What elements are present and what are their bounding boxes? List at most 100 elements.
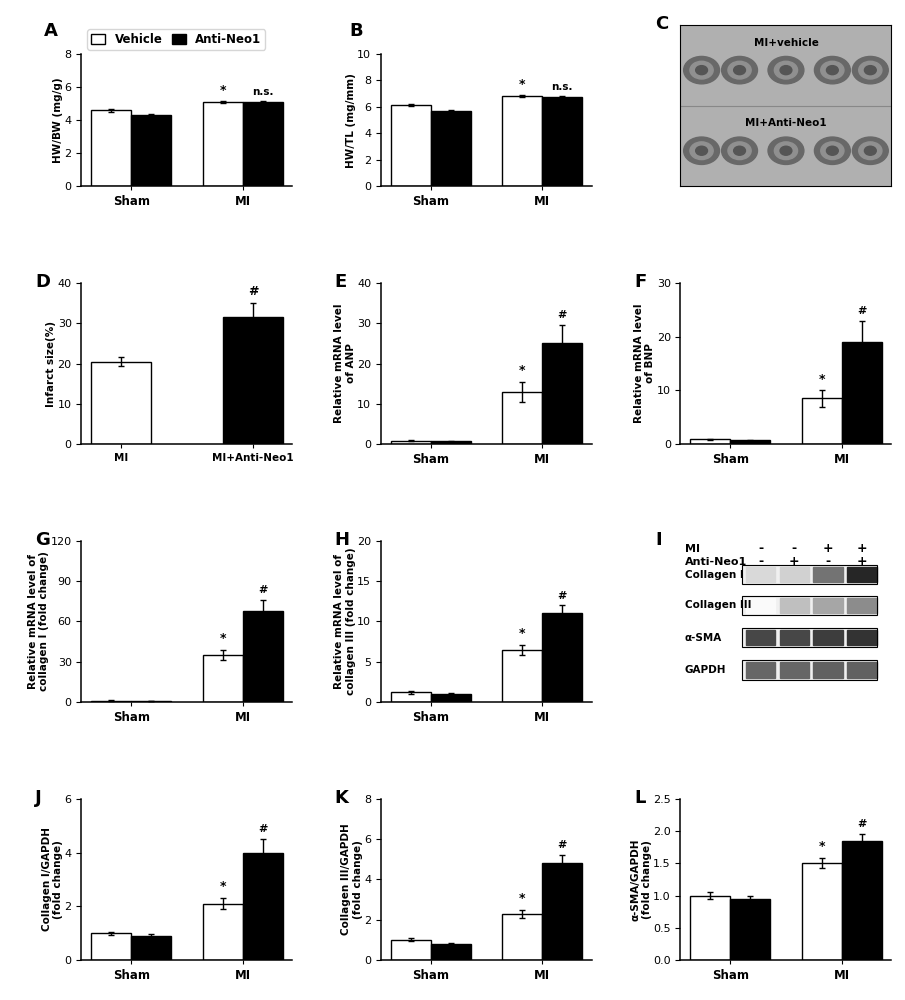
- Text: -: -: [758, 555, 763, 568]
- Text: *: *: [519, 627, 526, 640]
- Bar: [742, 660, 877, 680]
- Circle shape: [696, 146, 708, 155]
- Circle shape: [859, 142, 882, 160]
- Text: E: E: [335, 273, 347, 291]
- Bar: [224, 317, 282, 444]
- Legend: Vehicle, Anti-Neo1: Vehicle, Anti-Neo1: [88, 29, 265, 50]
- Text: I: I: [655, 531, 662, 549]
- Bar: [847, 630, 877, 645]
- Bar: [742, 660, 877, 680]
- Text: +: +: [789, 555, 800, 568]
- Text: G: G: [35, 531, 50, 549]
- Y-axis label: Collagen I/GAPDH
(fold change): Collagen I/GAPDH (fold change): [42, 827, 63, 931]
- Bar: [746, 630, 776, 645]
- Circle shape: [728, 61, 751, 79]
- Bar: [243, 611, 282, 702]
- Circle shape: [690, 142, 713, 160]
- Bar: [691, 896, 730, 960]
- Bar: [814, 598, 843, 613]
- Circle shape: [734, 66, 746, 75]
- Text: GAPDH: GAPDH: [685, 665, 726, 675]
- Bar: [391, 105, 431, 186]
- Text: *: *: [818, 373, 824, 386]
- Text: n.s.: n.s.: [551, 82, 573, 92]
- Text: #: #: [557, 310, 567, 320]
- Circle shape: [814, 137, 851, 164]
- Circle shape: [780, 146, 792, 155]
- Bar: [742, 565, 877, 584]
- Text: *: *: [519, 78, 526, 91]
- Bar: [779, 567, 809, 582]
- Text: H: H: [335, 531, 349, 549]
- Text: K: K: [335, 789, 348, 807]
- Text: #: #: [557, 591, 567, 601]
- Text: #: #: [258, 824, 267, 834]
- Bar: [746, 662, 776, 678]
- Circle shape: [859, 61, 882, 79]
- Bar: [542, 343, 582, 444]
- Text: -: -: [758, 542, 763, 555]
- Text: *: *: [219, 84, 226, 97]
- Bar: [91, 933, 131, 960]
- Text: *: *: [519, 892, 526, 905]
- Y-axis label: Relative mRNA level of
collagen III (fold change): Relative mRNA level of collagen III (fol…: [334, 548, 356, 695]
- Text: +: +: [856, 555, 867, 568]
- Bar: [814, 567, 843, 582]
- Bar: [847, 567, 877, 582]
- Circle shape: [814, 56, 851, 84]
- Bar: [847, 662, 877, 678]
- Text: #: #: [857, 306, 866, 316]
- Circle shape: [683, 56, 719, 84]
- Y-axis label: Collagen III/GAPDH
(fold change): Collagen III/GAPDH (fold change): [341, 824, 363, 935]
- Circle shape: [780, 66, 792, 75]
- Bar: [431, 694, 471, 702]
- Bar: [502, 392, 542, 444]
- Bar: [742, 628, 877, 647]
- Bar: [431, 111, 471, 186]
- Bar: [542, 863, 582, 960]
- Bar: [203, 904, 243, 960]
- Y-axis label: Relative mRNA level
of BNP: Relative mRNA level of BNP: [634, 304, 655, 423]
- Bar: [842, 342, 881, 444]
- Bar: [502, 650, 542, 702]
- Circle shape: [821, 142, 844, 160]
- Bar: [243, 102, 282, 186]
- Bar: [730, 899, 770, 960]
- Y-axis label: HW/BW (mg/g): HW/BW (mg/g): [53, 77, 63, 163]
- Text: D: D: [35, 273, 50, 291]
- Text: #: #: [857, 819, 866, 829]
- Text: MI+vehicle: MI+vehicle: [754, 38, 818, 48]
- Circle shape: [853, 137, 889, 164]
- Circle shape: [768, 137, 804, 164]
- Circle shape: [734, 146, 746, 155]
- Y-axis label: HW/TL (mg/mm): HW/TL (mg/mm): [346, 73, 356, 168]
- Circle shape: [864, 66, 876, 75]
- Bar: [203, 655, 243, 702]
- Text: C: C: [655, 15, 669, 33]
- Bar: [746, 598, 776, 613]
- Text: α-SMA: α-SMA: [685, 633, 722, 643]
- Bar: [431, 944, 471, 960]
- Text: B: B: [349, 22, 363, 40]
- Text: *: *: [519, 364, 526, 377]
- Bar: [391, 441, 431, 444]
- Circle shape: [690, 61, 713, 79]
- Bar: [91, 110, 131, 186]
- Circle shape: [721, 137, 757, 164]
- Circle shape: [683, 137, 719, 164]
- Bar: [779, 598, 809, 613]
- Bar: [742, 565, 877, 584]
- Text: J: J: [35, 789, 42, 807]
- Circle shape: [821, 61, 844, 79]
- Text: n.s.: n.s.: [252, 87, 273, 97]
- Circle shape: [864, 146, 876, 155]
- Circle shape: [775, 61, 797, 79]
- Text: #: #: [248, 285, 258, 298]
- Bar: [742, 628, 877, 647]
- Bar: [203, 102, 243, 186]
- Bar: [243, 853, 282, 960]
- Bar: [91, 701, 131, 702]
- Text: A: A: [43, 22, 57, 40]
- Text: *: *: [219, 880, 226, 893]
- Bar: [742, 596, 877, 615]
